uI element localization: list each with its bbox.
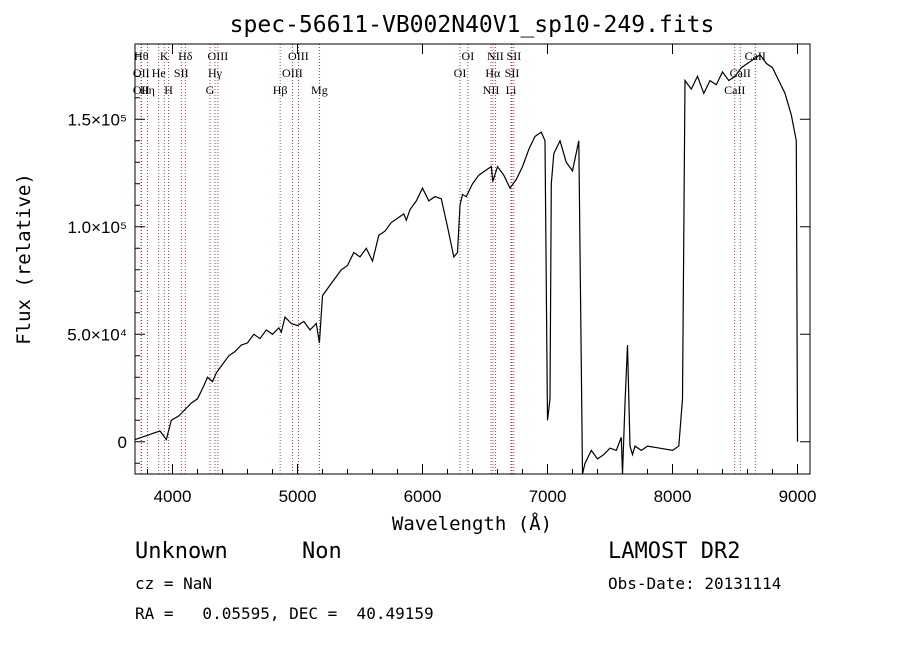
line-label: G	[206, 83, 215, 97]
spectrum-series-line	[134, 53, 799, 475]
line-label: Hα	[485, 66, 501, 80]
line-label: Hδ	[178, 49, 193, 63]
line-label: Hγ	[208, 66, 223, 80]
line-label: SII	[174, 66, 189, 80]
line-label: SII	[505, 66, 520, 80]
line-label: CaII	[745, 49, 766, 63]
line-label: Hη	[140, 83, 155, 97]
plot-frame	[134, 43, 811, 475]
y-axis-label: Flux (relative)	[13, 173, 35, 345]
line-label: OIII	[282, 66, 303, 80]
chart-title: spec-56611-VB002N40V1_sp10-249.fits	[230, 12, 715, 38]
x-tick-label: 6000	[404, 487, 442, 506]
x-tick-label: 8000	[654, 487, 692, 506]
line-label: NII	[487, 49, 504, 63]
x-tick-label: 7000	[529, 487, 567, 506]
x-tick-label: 5000	[279, 487, 317, 506]
line-label: OIII	[288, 49, 309, 63]
y-tick-label: 1.0×10⁵	[67, 218, 127, 237]
line-label: NII	[483, 83, 500, 97]
x-axis-label: Wavelength (Å)	[392, 512, 552, 535]
x-axis-ticks: 4000 5000 6000 7000 8000 9000	[147, 44, 817, 506]
line-label: Hθ	[134, 49, 149, 63]
subclass-label: Non	[302, 539, 342, 564]
line-label: H	[164, 83, 173, 97]
survey-label: LAMOST DR2	[608, 539, 741, 564]
line-label: Hβ	[273, 83, 288, 97]
line-label: He	[152, 66, 166, 80]
line-label: K	[160, 49, 169, 63]
class-label: Unknown	[135, 539, 228, 564]
line-label: SII	[507, 49, 522, 63]
cz-value: cz = NaN	[135, 574, 213, 593]
y-tick-label: 0	[118, 433, 127, 452]
coordinates: RA = 0.05595, DEC = 40.49159	[135, 604, 434, 623]
x-tick-label: 4000	[154, 487, 192, 506]
line-markers	[140, 44, 756, 474]
line-label: OI	[454, 66, 467, 80]
y-axis-ticks: 0 5.0×10⁴ 1.0×10⁵ 1.5×10⁵	[67, 54, 810, 464]
line-label: Mg	[311, 83, 328, 97]
line-label: CaII	[724, 83, 745, 97]
line-label: OI	[462, 49, 475, 63]
line-labels: HθOIIOIIHηHeKHSIIHδGHγOIIIHβOIIIOIIIMgOI…	[133, 49, 766, 97]
line-label: Li	[506, 83, 517, 97]
y-tick-label: 1.5×10⁵	[67, 110, 127, 129]
obs-date: Obs-Date: 20131114	[608, 574, 782, 593]
y-tick-label: 5.0×10⁴	[67, 325, 127, 344]
x-tick-label: 9000	[779, 487, 817, 506]
line-label: OII	[133, 83, 150, 97]
line-label: OIII	[208, 49, 229, 63]
